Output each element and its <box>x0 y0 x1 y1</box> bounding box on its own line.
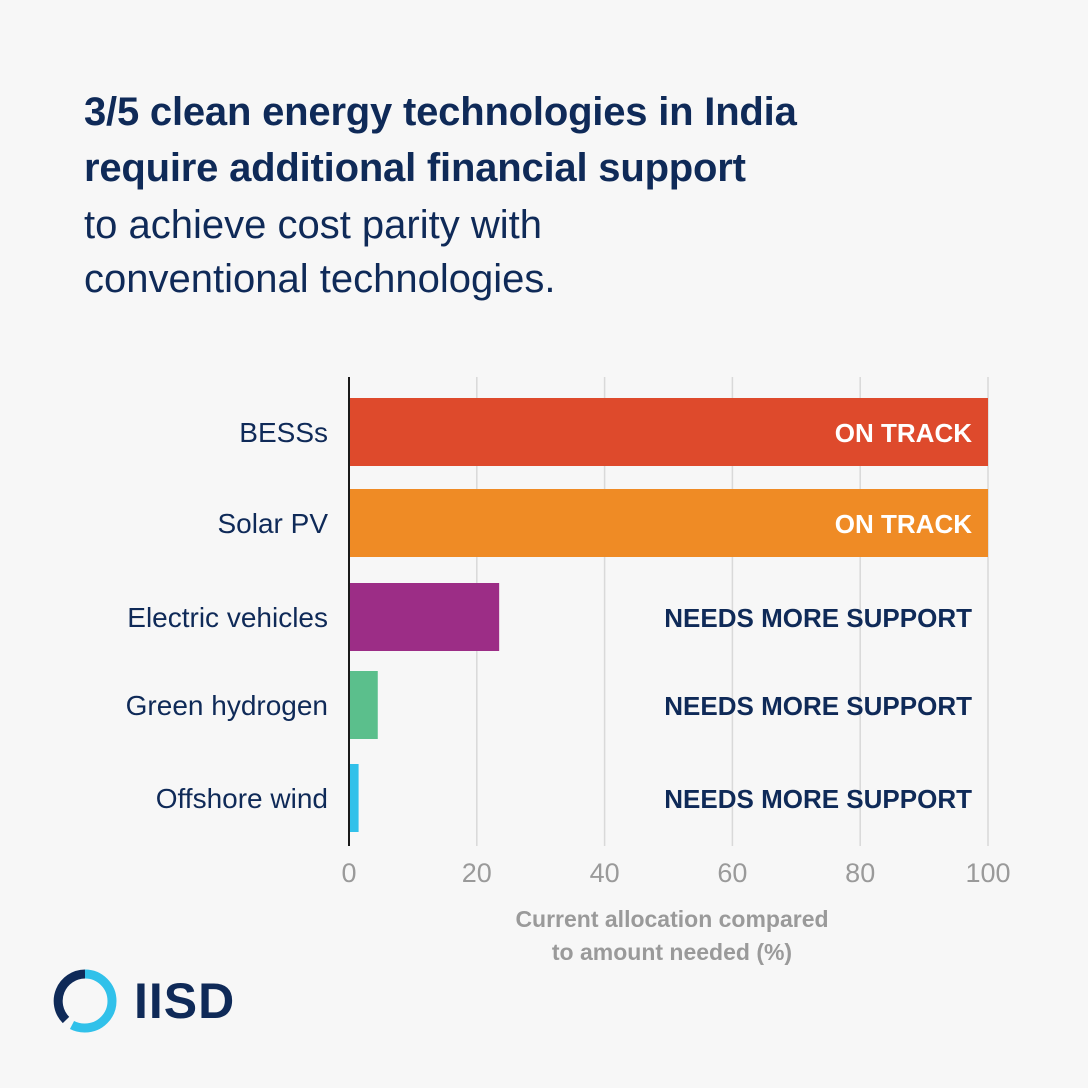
bar-4 <box>349 764 359 832</box>
category-label-0: BESSs <box>239 417 328 448</box>
x-tick-label-60: 60 <box>717 858 747 888</box>
status-label-4: NEEDS MORE SUPPORT <box>664 784 972 814</box>
iisd-logo-icon <box>53 969 117 1033</box>
title-bold-line-2: require additional financial support <box>84 146 746 190</box>
bar-0 <box>349 398 988 466</box>
bar-2 <box>349 583 500 651</box>
category-label-2: Electric vehicles <box>127 602 328 633</box>
category-label-3: Green hydrogen <box>126 690 328 721</box>
status-labels: ON TRACK ON TRACK NEEDS MORE SUPPORT NEEDS … <box>664 418 972 814</box>
category-label-1: Solar PV <box>218 508 329 539</box>
title-block: 3/5 clean energy technologies in India r… <box>84 84 1024 306</box>
iisd-logo: IISD <box>52 966 235 1036</box>
x-axis-label-line-2: to amount needed (%) <box>551 939 793 965</box>
title-bold: 3/5 clean energy technologies in India r… <box>84 84 1024 196</box>
x-tick-label-80: 80 <box>845 858 875 888</box>
x-tick-label-20: 20 <box>462 858 492 888</box>
title-light: to achieve cost parity with conventional… <box>84 198 1024 306</box>
category-label-4: Offshore wind <box>156 783 328 814</box>
bar-3 <box>349 671 378 739</box>
x-tick-label-40: 40 <box>590 858 620 888</box>
tick-labels: 0 20 40 60 80 100 <box>341 858 1010 888</box>
status-label-2: NEEDS MORE SUPPORT <box>664 603 972 633</box>
x-tick-label-100: 100 <box>965 858 1010 888</box>
bar-1 <box>349 489 988 557</box>
bar-chart: BESSs Solar PV Electric vehicles Green hydr… <box>126 377 1011 888</box>
x-tick-label-0: 0 <box>341 858 356 888</box>
bars <box>349 398 988 832</box>
category-labels: BESSs Solar PV Electric vehicles Green hydr… <box>126 417 329 814</box>
status-label-0: ON TRACK <box>835 418 972 448</box>
x-axis-label-line-1: Current allocation compared <box>515 906 829 932</box>
status-label-1: ON TRACK <box>835 509 972 539</box>
x-axis-label: Current allocation compared to amount ne… <box>430 903 914 969</box>
status-label-3: NEEDS MORE SUPPORT <box>664 691 972 721</box>
title-light-line-2: conventional technologies. <box>84 257 556 301</box>
title-light-line-1: to achieve cost parity with <box>84 203 542 247</box>
iisd-logo-text: IISD <box>134 973 236 1029</box>
title-bold-line-1: 3/5 clean energy technologies in India <box>84 90 797 134</box>
